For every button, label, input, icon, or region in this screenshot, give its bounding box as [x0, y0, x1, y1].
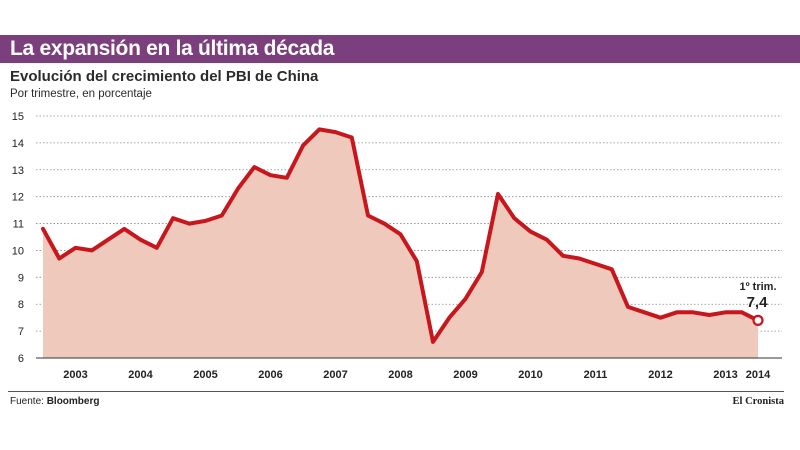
annotation-label: 1º trim. — [739, 281, 776, 293]
x-tick-label: 2010 — [518, 369, 542, 381]
x-tick-label: 2005 — [193, 369, 217, 381]
x-tick-label: 2003 — [63, 369, 87, 381]
x-axis-ticks: 2003 2004 2005 2006 2007 2008 2009 2010 2011 2012… — [63, 369, 771, 381]
x-tick-label: 2011 — [584, 369, 608, 381]
page-title: La expansión en la última década — [10, 37, 335, 60]
source-name: Bloomberg — [46, 396, 100, 407]
unit-note: Por trimestre, en porcentaje — [10, 88, 152, 100]
y-axis-ticks: 6 7 8 9 10 11 12 13 14 15 — [12, 111, 24, 365]
y-tick-label: 15 — [12, 111, 24, 123]
x-tick-label: 2009 — [453, 369, 477, 381]
y-tick-label: 11 — [13, 219, 24, 231]
source-note: Fuente: Bloomberg — [10, 396, 99, 407]
source-label: Fuente: — [10, 396, 44, 407]
x-tick-label: 2008 — [388, 369, 412, 381]
y-tick-label: 13 — [12, 165, 24, 177]
x-tick-label: 2014 — [746, 369, 771, 381]
y-tick-label: 10 — [12, 245, 24, 257]
last-point-marker — [752, 314, 764, 326]
x-tick-label: 2004 — [128, 369, 153, 381]
x-tick-label: 2012 — [648, 369, 672, 381]
x-tick-label: 2007 — [323, 369, 347, 381]
x-tick-label: 2013 — [713, 369, 737, 381]
y-tick-label: 9 — [18, 272, 24, 284]
header-bar — [0, 35, 800, 63]
series-line — [41, 127, 760, 344]
bottom-rule — [8, 391, 784, 392]
annotation-value: 7,4 — [747, 294, 769, 311]
area-fill — [43, 129, 758, 358]
y-tick-label: 7 — [18, 326, 24, 338]
y-tick-label: 6 — [18, 353, 24, 365]
y-tick-label: 12 — [12, 192, 24, 204]
y-tick-label: 8 — [18, 299, 24, 311]
y-tick-label: 14 — [12, 138, 24, 150]
brand-logo: El Cronista — [732, 396, 784, 407]
x-tick-label: 2006 — [258, 369, 282, 381]
chart-subtitle: Evolución del crecimiento del PBI de Chi… — [10, 68, 319, 85]
